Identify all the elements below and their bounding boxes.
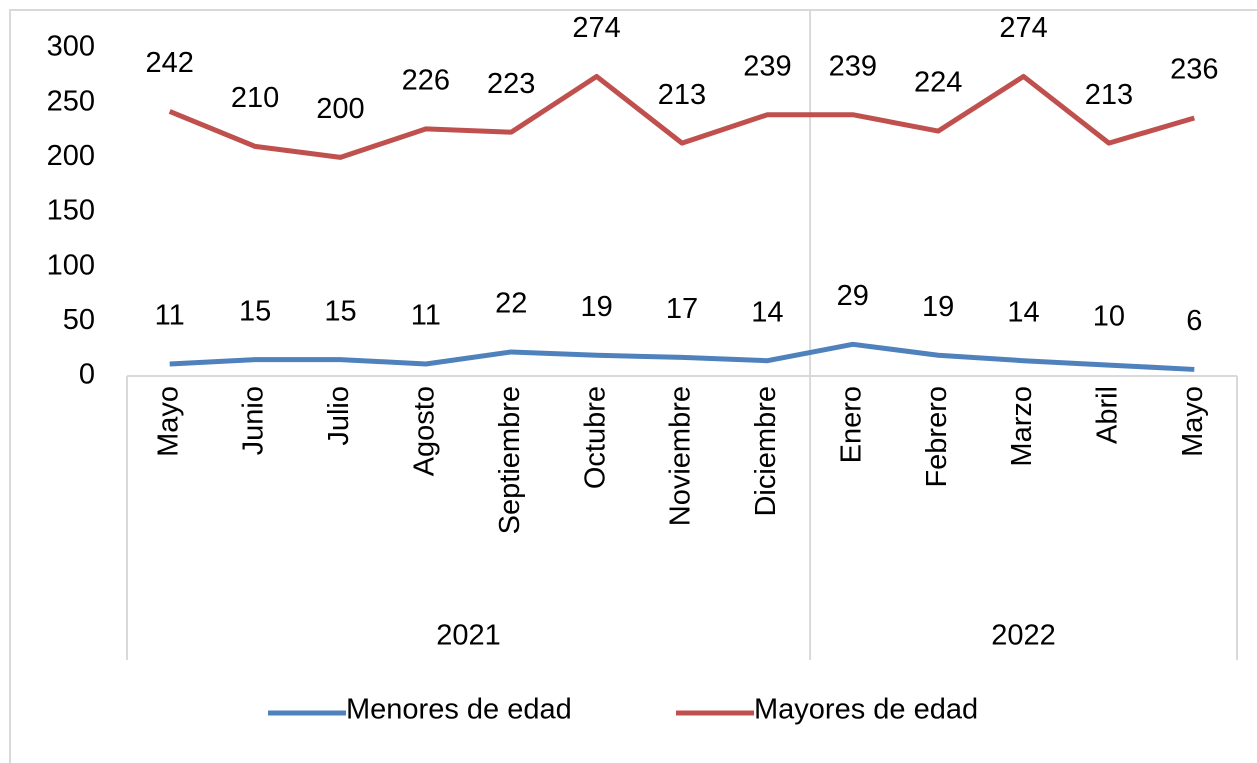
x-tick-label: Enero bbox=[835, 386, 867, 463]
data-label: 14 bbox=[751, 296, 783, 328]
x-tick-label: Marzo bbox=[1006, 386, 1038, 467]
data-label: 210 bbox=[231, 82, 279, 114]
data-label: 19 bbox=[580, 291, 612, 323]
x-tick-label: Julio bbox=[323, 386, 355, 446]
data-label: 224 bbox=[914, 67, 962, 99]
x-tick-label: Mayo bbox=[1177, 386, 1209, 457]
data-label: 274 bbox=[999, 12, 1047, 44]
y-tick-label: 250 bbox=[47, 85, 95, 117]
data-label: 239 bbox=[743, 50, 791, 82]
data-label: 11 bbox=[155, 300, 185, 332]
series-line bbox=[169, 341, 1195, 372]
x-tick-label: Junio bbox=[238, 386, 270, 455]
data-label: 236 bbox=[1170, 54, 1218, 86]
y-tick-label: 200 bbox=[47, 140, 95, 172]
data-label: 14 bbox=[1007, 296, 1039, 328]
data-label: 10 bbox=[1093, 301, 1125, 333]
data-label: 6 bbox=[1186, 305, 1202, 337]
group-label: 2022 bbox=[991, 620, 1056, 652]
series-line bbox=[168, 73, 1196, 160]
data-label: 15 bbox=[324, 295, 356, 327]
data-label: 213 bbox=[658, 79, 706, 111]
y-tick-label: 100 bbox=[47, 249, 95, 281]
chart-frame bbox=[9, 9, 1257, 763]
x-tick-label: Abril bbox=[1092, 386, 1124, 444]
data-label: 15 bbox=[239, 295, 271, 327]
y-tick-label: 50 bbox=[63, 304, 95, 336]
data-label: 226 bbox=[402, 65, 450, 97]
legend-label: Mayores de edad bbox=[754, 694, 978, 726]
data-label: 223 bbox=[487, 68, 535, 100]
x-tick-label: Octubre bbox=[579, 386, 611, 489]
data-label: 22 bbox=[495, 288, 527, 320]
data-label: 242 bbox=[145, 47, 193, 79]
data-label: 17 bbox=[666, 293, 698, 325]
data-label: 213 bbox=[1085, 79, 1133, 111]
x-tick-label: Mayo bbox=[152, 386, 184, 457]
group-label: 2021 bbox=[436, 620, 501, 652]
x-tick-label: Febrero bbox=[921, 386, 953, 488]
x-tick-label: Septiembre bbox=[494, 386, 526, 534]
x-tick-label: Noviembre bbox=[665, 386, 697, 526]
data-label: 19 bbox=[922, 291, 954, 323]
data-label: 239 bbox=[829, 50, 877, 82]
y-tick-label: 150 bbox=[47, 195, 95, 227]
x-tick-label: Diciembre bbox=[750, 386, 782, 517]
data-label: 274 bbox=[572, 12, 620, 44]
data-label: 200 bbox=[316, 93, 364, 125]
data-label: 29 bbox=[837, 280, 869, 312]
y-tick-label: 300 bbox=[47, 31, 95, 63]
y-tick-label: 0 bbox=[79, 359, 95, 391]
data-label: 11 bbox=[411, 300, 441, 332]
x-tick-label: Agosto bbox=[409, 386, 441, 476]
legend-label: Menores de edad bbox=[346, 694, 572, 726]
